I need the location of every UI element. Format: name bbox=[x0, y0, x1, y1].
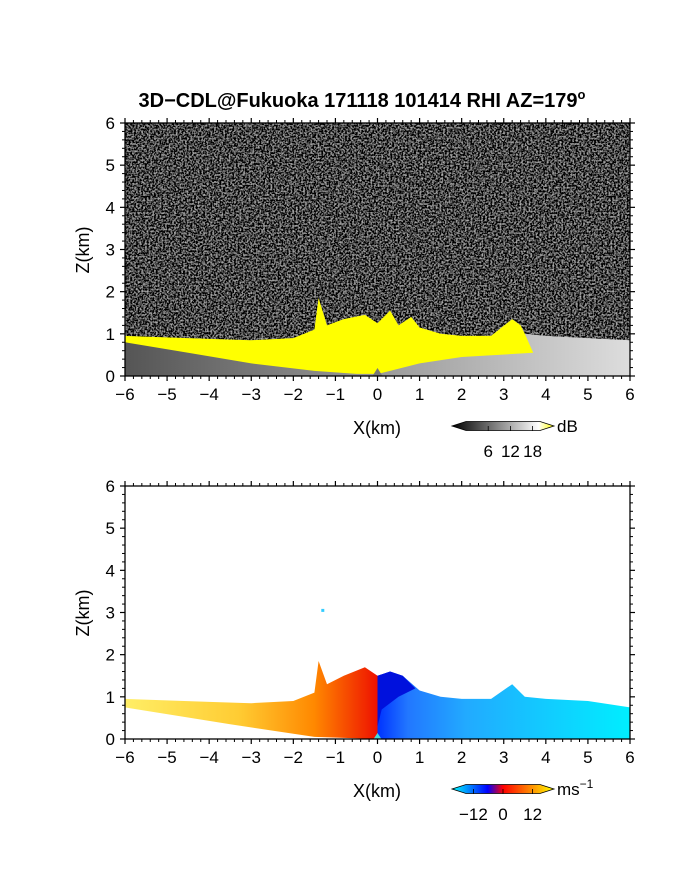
figure-title: 3D−CDL@Fukuoka 171118 101414 RHI AZ=179o bbox=[139, 87, 586, 112]
x-tick-label: 2 bbox=[457, 748, 466, 767]
colorbar-tick-label: −12 bbox=[459, 805, 488, 824]
velocity-layer-receding bbox=[377, 671, 630, 739]
y-tick-label: 0 bbox=[106, 730, 115, 749]
x-tick-label: −5 bbox=[157, 748, 176, 767]
velocity-layer-dark bbox=[377, 671, 416, 727]
x-tick-label: −3 bbox=[242, 385, 261, 404]
velocity-isolated-echo bbox=[321, 608, 325, 612]
x-tick-label: 5 bbox=[583, 385, 592, 404]
x-tick-label: −4 bbox=[199, 385, 218, 404]
y-tick-label: 6 bbox=[106, 477, 115, 496]
velocity-xlabel: X(km) bbox=[353, 781, 401, 801]
colorbar-bar bbox=[450, 421, 556, 431]
y-tick-label: 4 bbox=[106, 198, 115, 217]
x-tick-label: −2 bbox=[284, 385, 303, 404]
x-tick-label: 1 bbox=[415, 748, 424, 767]
x-tick-label: 0 bbox=[373, 748, 382, 767]
velocity-ylabel: Z(km) bbox=[73, 590, 93, 637]
echo-layer-strong bbox=[125, 298, 534, 374]
colorbar-ticks: −12 0 12 bbox=[459, 789, 542, 824]
velocity-colorbar: −12 0 12 ms−1 bbox=[450, 777, 594, 824]
colorbar-tick-label: 12 bbox=[501, 442, 520, 461]
y-tick-label: 5 bbox=[106, 519, 115, 538]
x-tick-label: −6 bbox=[115, 385, 134, 404]
reflectivity-xlabel: X(km) bbox=[353, 418, 401, 438]
x-tick-label: −3 bbox=[242, 748, 261, 767]
x-tick-label: 6 bbox=[625, 748, 634, 767]
x-tick-label: −6 bbox=[115, 748, 134, 767]
x-tick-label: 6 bbox=[625, 385, 634, 404]
colorbar-tick-label: 12 bbox=[523, 805, 542, 824]
radar-site-mark bbox=[373, 733, 382, 739]
y-tick-label: 1 bbox=[106, 325, 115, 344]
colorbar-tick-label: 0 bbox=[498, 805, 507, 824]
y-tick-label: 3 bbox=[106, 241, 115, 260]
reflectivity-ylabel: Z(km) bbox=[73, 227, 93, 274]
x-tick-label: 4 bbox=[541, 385, 550, 404]
colorbar-unit: dB bbox=[557, 417, 578, 436]
radar-site-mark bbox=[372, 368, 383, 376]
x-tick-label: −1 bbox=[326, 748, 345, 767]
x-tick-label: −4 bbox=[199, 748, 218, 767]
y-tick-label: 2 bbox=[106, 646, 115, 665]
x-tick-label: 3 bbox=[499, 385, 508, 404]
reflectivity-axes: −6 −5 −4 −3 −2 −1 0 1 2 3 4 5 6 0 1 2 3 4 5 6 bbox=[106, 114, 635, 404]
x-tick-label: 4 bbox=[541, 748, 550, 767]
y-tick-label: 4 bbox=[106, 561, 115, 580]
y-tick-label: 0 bbox=[106, 367, 115, 386]
x-tick-label: 3 bbox=[499, 748, 508, 767]
x-tick-label: 1 bbox=[415, 385, 424, 404]
colorbar-ticks: 6 12 18 bbox=[483, 426, 542, 461]
colorbar-unit: ms−1 bbox=[557, 777, 594, 799]
reflectivity-colorbar: 6 12 18 dB bbox=[450, 417, 578, 461]
y-tick-label: 6 bbox=[106, 114, 115, 133]
y-tick-label: 5 bbox=[106, 156, 115, 175]
y-tick-label: 2 bbox=[106, 283, 115, 302]
x-tick-label: 2 bbox=[457, 385, 466, 404]
x-tick-label: −2 bbox=[284, 748, 303, 767]
velocity-axes: −6 −5 −4 −3 −2 −1 0 1 2 3 4 5 6 0 1 2 3 4 5 6 bbox=[106, 477, 635, 767]
y-tick-label: 3 bbox=[106, 604, 115, 623]
x-tick-label: 0 bbox=[373, 385, 382, 404]
x-tick-label: −1 bbox=[326, 385, 345, 404]
colorbar-tick-label: 18 bbox=[523, 442, 542, 461]
colorbar-tick-label: 6 bbox=[483, 442, 492, 461]
x-tick-label: 5 bbox=[583, 748, 592, 767]
x-tick-label: −5 bbox=[157, 385, 176, 404]
velocity-layer-approaching bbox=[125, 661, 378, 739]
y-tick-label: 1 bbox=[106, 688, 115, 707]
